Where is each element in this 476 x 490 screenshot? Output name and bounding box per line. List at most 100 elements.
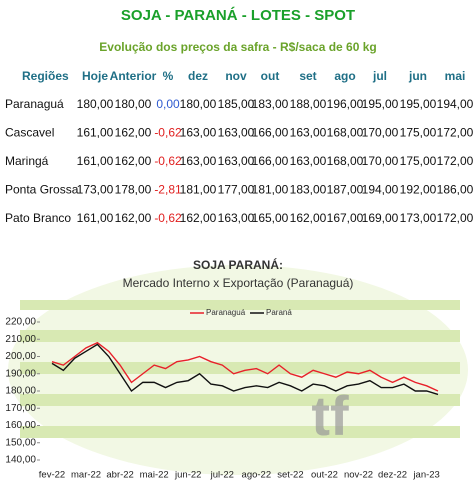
table-cell: 196,00 <box>327 97 364 111</box>
table-cell: 163,00 <box>218 211 255 225</box>
table-cell: -0,62 <box>154 154 182 168</box>
x-tick-label: out-22 <box>311 470 338 481</box>
table-cell: 163,00 <box>180 126 217 140</box>
table-cell: 173,00 <box>400 211 437 225</box>
table-cell: 162,00 <box>290 211 327 225</box>
y-tick-label: 150,00 <box>5 437 36 448</box>
table-header: % <box>163 69 174 83</box>
table-cell: -0,62 <box>154 211 182 225</box>
table-cell: 169,00 <box>362 211 399 225</box>
y-tick-label: 160,00 <box>5 420 36 431</box>
table-cell: 194,00 <box>437 97 474 111</box>
table-cell: Paranaguá <box>5 97 64 111</box>
table-cell: 162,00 <box>180 211 217 225</box>
table-cell: 0,00 <box>156 97 180 111</box>
table-cell: 162,00 <box>115 211 152 225</box>
table-header: Anterior <box>110 69 157 83</box>
table-cell: 161,00 <box>77 126 114 140</box>
table-header: out <box>261 69 280 83</box>
table-cell: 180,00 <box>115 97 152 111</box>
table-cell: 192,00 <box>400 183 437 197</box>
title: SOJA - PARANÁ - LOTES - SPOT <box>121 7 355 24</box>
table-cell: 195,00 <box>400 97 437 111</box>
table-cell: 168,00 <box>327 154 364 168</box>
table-cell: 183,00 <box>252 97 289 111</box>
chart-subtitle: Mercado Interno x Exportação (Paranaguá) <box>123 276 354 290</box>
x-tick-label: mar-22 <box>71 470 101 481</box>
table-cell: 166,00 <box>252 154 289 168</box>
table-cell: 163,00 <box>290 154 327 168</box>
y-tick-label: 140,00 <box>5 455 36 466</box>
table-cell: 187,00 <box>327 183 364 197</box>
table-cell: 163,00 <box>218 126 255 140</box>
table-cell: 163,00 <box>290 126 327 140</box>
table-cell: 168,00 <box>327 126 364 140</box>
table-header: Hoje <box>82 69 108 83</box>
table-cell: 175,00 <box>400 126 437 140</box>
table-cell: 180,00 <box>180 97 217 111</box>
table-cell: 177,00 <box>218 183 255 197</box>
y-tick-label: 190,00 <box>5 368 36 379</box>
table-cell: 170,00 <box>362 154 399 168</box>
line-series <box>51 341 439 392</box>
legend-label: Paranaguá <box>206 308 246 317</box>
table-cell: 163,00 <box>218 154 255 168</box>
table-header: nov <box>225 69 247 83</box>
table-cell: Maringá <box>5 154 49 168</box>
table-header: dez <box>188 69 208 83</box>
table-cell: -0,62 <box>154 126 182 140</box>
table-header: Regiões <box>22 69 69 83</box>
table-cell: 162,00 <box>115 154 152 168</box>
x-tick-label: mai-22 <box>140 470 169 481</box>
table-header: mai <box>445 69 466 83</box>
table-cell: 170,00 <box>362 126 399 140</box>
chart-background: tf <box>0 255 476 485</box>
table-cell: 175,00 <box>400 154 437 168</box>
x-tick-label: dez-22 <box>378 470 407 481</box>
table-cell: 161,00 <box>77 211 114 225</box>
table-cell: 173,00 <box>77 183 114 197</box>
x-tick-label: ago-22 <box>242 470 272 481</box>
table-cell: 188,00 <box>290 97 327 111</box>
table-header: ago <box>334 69 355 83</box>
chart-title: SOJA PARANÁ: <box>193 257 283 272</box>
table-cell: -2,81 <box>154 183 182 197</box>
table-cell: 178,00 <box>115 183 152 197</box>
table-cell: 163,00 <box>180 154 217 168</box>
table-cell: Pato Branco <box>5 211 71 225</box>
table-cell: 185,00 <box>218 97 255 111</box>
table-cell: 195,00 <box>362 97 399 111</box>
y-tick-label: 180,00 <box>5 386 36 397</box>
table-cell: 186,00 <box>437 183 474 197</box>
table-cell: 161,00 <box>77 154 114 168</box>
y-tick-label: 220,00 <box>5 317 36 328</box>
x-tick-label: fev-22 <box>39 470 65 481</box>
y-tick-label: 210,00 <box>5 334 36 345</box>
x-tick-label: abr-22 <box>106 470 133 481</box>
table-header: set <box>299 69 316 83</box>
table-cell: 162,00 <box>115 126 152 140</box>
table-cell: 180,00 <box>77 97 114 111</box>
x-tick-label: set-22 <box>277 470 303 481</box>
line-series <box>51 343 439 396</box>
table-cell: 166,00 <box>252 126 289 140</box>
y-tick-label: 200,00 <box>5 351 36 362</box>
x-tick-label: jan-23 <box>412 470 439 481</box>
table-cell: 181,00 <box>252 183 289 197</box>
table-cell: 165,00 <box>252 211 289 225</box>
table-cell: 183,00 <box>290 183 327 197</box>
table-cell: 194,00 <box>362 183 399 197</box>
table-cell: 172,00 <box>437 154 474 168</box>
x-tick-label: nov-22 <box>344 470 373 481</box>
svg-text:tf: tf <box>311 384 349 447</box>
table-cell: 172,00 <box>437 211 474 225</box>
x-tick-label: jul-22 <box>210 470 234 481</box>
table-header: jun <box>408 69 427 83</box>
legend-label: Paraná <box>266 308 292 317</box>
table-cell: 167,00 <box>327 211 364 225</box>
table-cell: 172,00 <box>437 126 474 140</box>
x-tick-label: jun-22 <box>174 470 201 481</box>
subtitle: Evolução dos preços da safra - R$/saca d… <box>99 40 376 54</box>
